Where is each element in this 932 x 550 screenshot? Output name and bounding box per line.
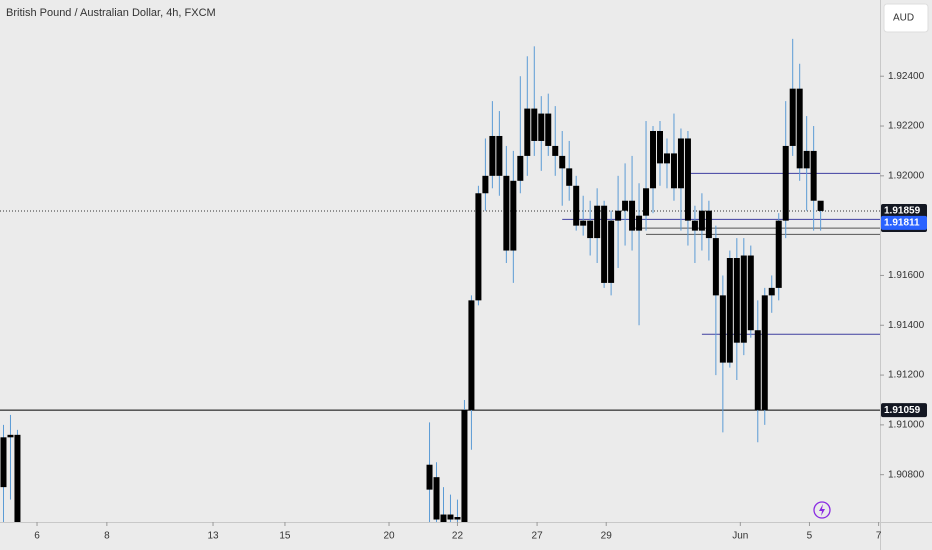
candle-body — [594, 205, 601, 239]
price-tag-box — [881, 403, 927, 418]
y-tick-label: 1.91200 — [888, 370, 925, 381]
candle-body — [489, 135, 496, 176]
alert-icon[interactable] — [813, 501, 831, 519]
y-tick-label: 1.92200 — [888, 121, 925, 132]
candle-body — [14, 434, 21, 522]
y-tick-label: 1.91600 — [888, 270, 925, 281]
candle-body — [789, 88, 796, 146]
candle-body — [796, 88, 803, 169]
candle-body — [573, 185, 580, 226]
y-tick-label: 1.92000 — [888, 170, 925, 181]
y-tick-label: 1.90800 — [888, 469, 925, 480]
candle-body — [552, 145, 559, 156]
price-tag-label: 1.91859 — [884, 206, 921, 217]
candle-body — [705, 210, 712, 239]
candle-body — [7, 434, 14, 438]
candle-body — [496, 135, 503, 176]
candle-body — [517, 155, 524, 181]
candle-body — [712, 238, 719, 296]
price-tag-label: 1.91811 — [884, 218, 920, 229]
candle-body — [754, 330, 761, 410]
candle-body — [510, 180, 517, 251]
x-tick-label: 20 — [383, 531, 395, 542]
candle-body — [615, 210, 622, 221]
candle-body — [503, 175, 510, 251]
candle-body — [447, 514, 454, 520]
candle-body — [608, 220, 615, 283]
x-tick-label: 13 — [207, 531, 219, 542]
candle-body — [775, 220, 782, 288]
candle-body — [531, 108, 538, 141]
candle-body — [461, 409, 468, 522]
x-tick-label: 7 — [876, 531, 882, 542]
y-tick-label: 1.91000 — [888, 420, 925, 431]
x-tick-label: 29 — [601, 531, 613, 542]
alert-icon-bolt — [819, 504, 825, 516]
candle-body — [454, 517, 461, 520]
candle-body — [426, 464, 433, 490]
price-tag: 1.91811 — [881, 215, 927, 230]
x-tick-label: 6 — [34, 531, 40, 542]
x-tick-label: 8 — [104, 531, 110, 542]
currency-box[interactable] — [883, 3, 929, 33]
candle-body — [782, 145, 789, 221]
candle-body — [545, 113, 552, 146]
candle-body — [622, 200, 629, 211]
candle-body — [566, 168, 573, 186]
candle-body — [475, 193, 482, 301]
candle-body — [803, 150, 810, 169]
candle-body — [740, 255, 747, 343]
x-tick-label: 22 — [452, 531, 464, 542]
candle-body — [643, 188, 650, 216]
price-tag: 1.91059 — [881, 403, 927, 418]
price-tag-box — [881, 215, 927, 230]
candle-body — [636, 215, 643, 231]
candle-body — [524, 108, 531, 156]
candle-body — [482, 175, 489, 194]
candle-body — [684, 138, 691, 221]
candle-body — [440, 514, 447, 522]
candle-body — [761, 295, 768, 410]
candle-body — [650, 130, 657, 189]
candle-body — [733, 258, 740, 343]
candle-body — [587, 220, 594, 239]
candle-body — [601, 205, 608, 283]
candle-body — [698, 210, 705, 231]
x-tick-label: 27 — [532, 531, 544, 542]
candle-body — [663, 153, 670, 164]
price-tag-label: 1.91059 — [884, 405, 921, 416]
chart-title: British Pound / Australian Dollar, 4h, F… — [6, 7, 216, 19]
y-tick-label: 1.92400 — [888, 71, 925, 82]
x-tick-label: 5 — [807, 531, 813, 542]
candle-body — [768, 287, 775, 296]
candle-body — [817, 200, 824, 211]
x-tick-label: Jun — [732, 531, 748, 542]
candle-body — [559, 155, 566, 169]
candle-body — [580, 220, 587, 226]
currency[interactable]: AUD — [893, 13, 914, 24]
candle-body — [691, 220, 698, 231]
plot-area — [0, 38, 880, 522]
candle-body — [719, 295, 726, 363]
candle-body — [0, 437, 7, 488]
candle-body — [810, 150, 817, 201]
candle-body — [433, 477, 440, 520]
y-tick-label: 1.91400 — [888, 320, 925, 331]
candle-body — [747, 255, 754, 331]
candle-body — [657, 130, 663, 164]
candle-body — [670, 153, 677, 189]
x-tick-label: 15 — [279, 531, 291, 542]
candle-body — [468, 300, 475, 410]
candle-body — [677, 138, 684, 189]
candle-body — [726, 258, 733, 363]
candle-body — [629, 200, 636, 231]
candle-body — [538, 113, 545, 141]
